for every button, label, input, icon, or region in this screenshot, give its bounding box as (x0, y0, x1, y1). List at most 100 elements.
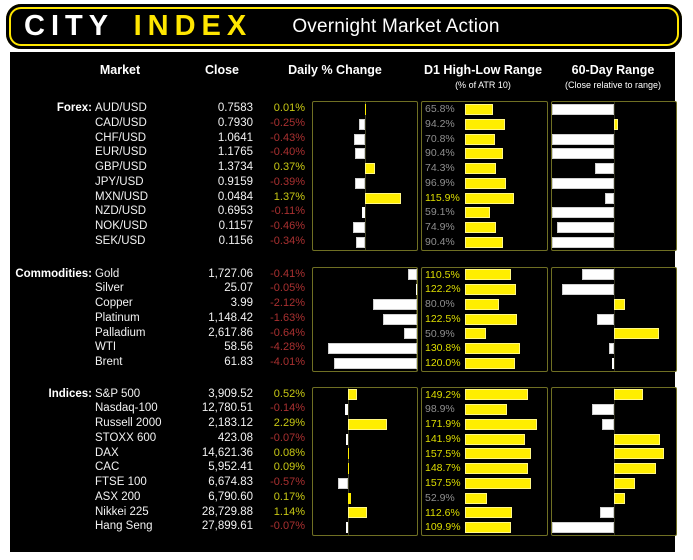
market-cell: Copper (95, 297, 133, 309)
d1-range-bar (465, 492, 488, 504)
close-cell: 12,780.51 (201, 402, 253, 415)
d1-range-label: 59.1% (425, 206, 455, 219)
chart-box-d1-range: 149.2% 98.9% 171.9% 141.9% 157.5% 148.7% 157.5… (421, 386, 548, 536)
daily-pct-cell: -1.63% (270, 311, 305, 324)
daily-pct-cell: -0.07% (270, 431, 305, 444)
range60-position-bar (600, 507, 614, 519)
daily-change-bar (347, 418, 388, 430)
daily-pct-cell: -0.39% (270, 175, 305, 188)
close-cell: 423.08 (217, 431, 253, 444)
table-row: JPY/USD 0.9159 -0.39% (10, 175, 666, 190)
daily-change-bar (347, 507, 368, 519)
d1-range-label: 80.0% (425, 298, 455, 310)
market-cell: Hang Seng (95, 520, 153, 533)
table-row: GBP/USD 1.3734 0.37% (10, 160, 666, 175)
close-cell: 0.1157 (218, 220, 253, 233)
d1-range-bar (465, 343, 520, 355)
market-cell: EUR/USD (95, 146, 147, 159)
d1-range-label: 149.2% (425, 388, 461, 401)
daily-pct-cell: 1.14% (273, 505, 305, 518)
daily-zero-axis (347, 387, 349, 535)
close-cell: 25.07 (224, 282, 253, 295)
d1-range-label: 122.2% (425, 283, 461, 296)
table-row: NZD/USD 0.6953 -0.11% (10, 204, 666, 219)
daily-change-bar (365, 163, 375, 175)
market-cell: AUD/USD (95, 102, 147, 115)
close-cell: 0.1156 (218, 234, 253, 247)
daily-change-bar (365, 192, 401, 204)
range60-position-bar (614, 433, 660, 445)
close-cell: 61.83 (224, 356, 253, 368)
range60-position-bar (552, 133, 614, 145)
range60-position-bar (556, 222, 614, 234)
d1-range-label: 96.9% (425, 176, 455, 189)
table-row: DAX 14,621.36 0.08% (10, 446, 666, 461)
d1-range-label: 157.5% (425, 477, 461, 489)
market-cell: DAX (95, 446, 119, 459)
table-row: Copper 3.99 -2.12% (10, 296, 666, 311)
table-row: STOXX 600 423.08 -0.07% (10, 431, 666, 446)
chart-box-d1-range: 65.8% 94.2% 70.8% 90.4% 74.3% 96.9% 115.9% 59.1… (421, 101, 548, 251)
daily-zero-axis (365, 102, 366, 250)
market-cell: CAC (95, 461, 120, 474)
daily-change-bar (347, 448, 350, 460)
table-row: Forex: AUD/USD 0.7583 0.01% (10, 101, 666, 116)
daily-pct-cell: -0.46% (270, 220, 305, 233)
market-cell: SEK/USD (95, 234, 146, 247)
range60-position-bar (596, 313, 614, 325)
chart-box-60day-range (551, 386, 677, 536)
range60-position-bar (552, 148, 614, 160)
d1-range-bar (465, 192, 514, 204)
close-cell: 0.0484 (217, 190, 253, 203)
close-cell: 27,899.61 (201, 520, 253, 533)
column-header-daily: Daily % Change (288, 63, 382, 77)
daily-pct-cell: -4.01% (270, 356, 305, 368)
daily-change-bar (354, 148, 365, 160)
range60-position-bar (561, 284, 614, 296)
d1-range-label: 171.9% (425, 418, 461, 430)
market-cell: CHF/USD (95, 131, 147, 144)
d1-range-label: 130.8% (425, 342, 461, 355)
table-row: FTSE 100 6,674.83 -0.57% (10, 475, 666, 490)
range60-position-bar (609, 343, 614, 355)
d1-range-bar (465, 177, 506, 189)
d1-range-label: 74.9% (425, 221, 455, 234)
d1-range-bar (465, 433, 525, 445)
market-cell: S&P 500 (95, 387, 141, 400)
table-row: WTI 58.56 -4.28% (10, 340, 666, 355)
range60-position-bar (614, 477, 636, 489)
d1-range-bar (465, 222, 497, 234)
table-row: Indices: S&P 500 3,909.52 0.52% (10, 387, 666, 402)
daily-pct-cell: 0.37% (273, 161, 305, 174)
d1-range-bar (465, 269, 512, 281)
d1-range-bar (465, 389, 528, 401)
table-row: CHF/USD 1.0641 -0.43% (10, 131, 666, 146)
column-subheader-close-rel: (Close relative to range) (564, 80, 662, 90)
section-label: Commodities: (15, 267, 92, 280)
market-cell: WTI (95, 341, 117, 354)
daily-change-bar (356, 236, 365, 248)
d1-range-bar (465, 236, 503, 248)
report-panel: Market Close Daily % Change D1 High-Low … (10, 52, 677, 552)
close-cell: 3.99 (230, 297, 253, 309)
d1-range-label: 109.9% (425, 521, 461, 534)
close-cell: 14,621.36 (201, 446, 253, 459)
close-cell: 1,148.42 (208, 311, 253, 324)
daily-change-bar (333, 357, 417, 369)
logo-city: CITY (24, 10, 114, 42)
range60-position-bar (591, 404, 614, 416)
d1-range-bar (465, 448, 532, 460)
daily-change-bar (415, 284, 417, 296)
range60-position-bar (614, 492, 626, 504)
daily-pct-cell: -0.40% (270, 146, 305, 159)
range60-position-bar (552, 236, 614, 248)
daily-pct-cell: -0.41% (270, 267, 305, 280)
daily-change-bar (347, 463, 350, 475)
daily-pct-cell: -0.05% (270, 282, 305, 295)
d1-range-label: 74.3% (425, 162, 455, 175)
market-cell: Nasdaq-100 (95, 402, 158, 415)
market-cell: STOXX 600 (95, 431, 157, 444)
daily-pct-cell: 0.01% (273, 102, 305, 115)
table-row: CAD/USD 0.7930 -0.25% (10, 116, 666, 131)
daily-pct-cell: -0.43% (270, 131, 305, 144)
